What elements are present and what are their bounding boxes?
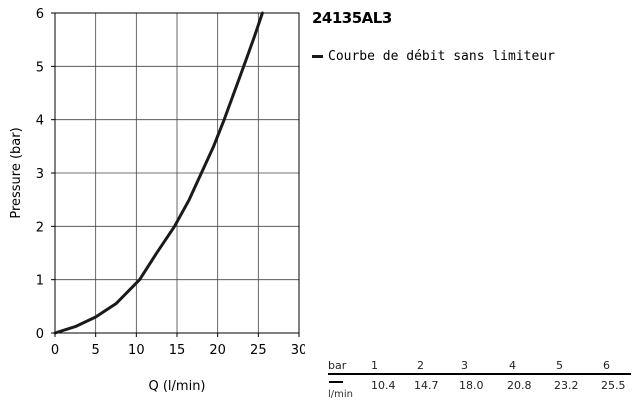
x-tick-label: 15 (169, 343, 186, 358)
series-dash (329, 381, 343, 383)
y-tick-label: 0 (36, 327, 44, 342)
x-tick-label: 30 (291, 343, 305, 358)
table-cell: 5 (556, 359, 563, 372)
table-cell: 20.8 (507, 379, 532, 392)
table-cell: 10.4 (371, 379, 396, 392)
y-tick-label: 3 (36, 167, 44, 182)
x-axis-title: Q (l/min) (148, 379, 205, 394)
table-cell: 25.5 (601, 379, 626, 392)
table-cell: 1 (371, 359, 378, 372)
y-tick-label: 6 (36, 7, 44, 22)
table-label-flow: l/min (328, 389, 354, 400)
x-tick-label: 0 (51, 343, 59, 358)
y-tick-label: 2 (36, 220, 44, 235)
chart-ticks: 0 5 10 15 20 25 30 0 1 2 3 4 5 6 (36, 7, 305, 358)
table-cell: 14.7 (414, 379, 439, 392)
table-label-bar: bar (328, 359, 347, 372)
legend: Courbe de débit sans limiteur (312, 49, 555, 64)
table-cell: 18.0 (459, 379, 484, 392)
legend-swatch (312, 55, 323, 58)
y-tick-label: 5 (36, 60, 44, 75)
flow-chart: 0 5 10 15 20 25 30 0 1 2 3 4 5 6 Q (l/min) Pressure (… (9, 7, 305, 394)
x-tick-label: 10 (128, 343, 145, 358)
y-tick-label: 4 (36, 114, 44, 129)
table-cell: 4 (509, 359, 516, 372)
chart-title: 24135AL3 (312, 9, 392, 27)
chart-grid (54, 12, 300, 334)
y-axis-title: Pressure (bar) (9, 127, 24, 218)
x-tick-label: 25 (250, 343, 267, 358)
x-tick-label: 20 (209, 343, 226, 358)
table-cell: 23.2 (554, 379, 579, 392)
legend-label: Courbe de débit sans limiteur (328, 49, 555, 64)
table-cell: 6 (603, 359, 610, 372)
y-tick-label: 1 (36, 274, 44, 289)
table-cell: 3 (461, 359, 468, 372)
table-rule (328, 373, 631, 375)
table-cell: 2 (417, 359, 424, 372)
series-line (53, 11, 264, 335)
x-tick-label: 5 (92, 343, 100, 358)
